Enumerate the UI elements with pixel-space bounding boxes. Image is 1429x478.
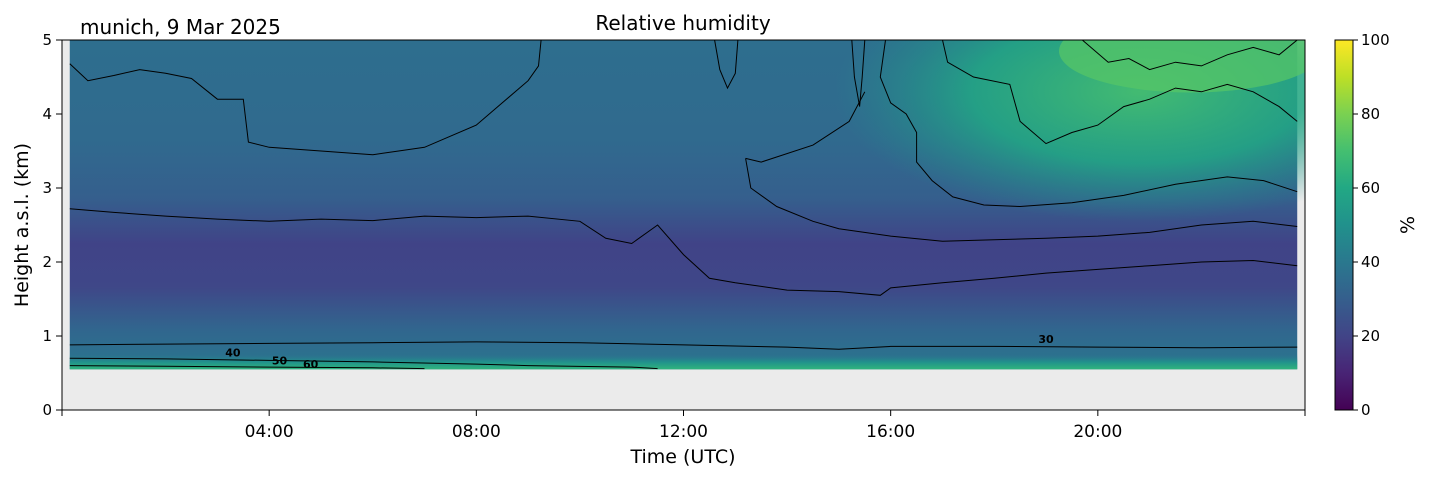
x-tick-label: 20:00 (1073, 422, 1122, 442)
contour-line (879, 40, 1298, 208)
colorbar-tick-label: 40 (1361, 253, 1380, 271)
colorbar-label: % (1397, 216, 1419, 234)
chart-title: Relative humidity (595, 11, 770, 35)
x-axis: 04:00 08:00 12:00 16:00 20:00 (61, 410, 1306, 442)
contour-line (69, 357, 658, 370)
contour-line (745, 91, 866, 163)
contour-line (851, 40, 866, 107)
x-tick-label: 12:00 (659, 422, 708, 442)
colorbar-gradient (1334, 39, 1354, 411)
contour-line (69, 341, 1298, 350)
y-axis: 0 1 2 3 4 5 (42, 31, 62, 419)
contour-line (942, 40, 1298, 145)
colorbar-tick-label: 20 (1361, 327, 1380, 345)
y-tick-label: 0 (42, 401, 52, 419)
contour-line (745, 158, 1298, 242)
contour-line (69, 365, 425, 370)
plot-area: 40 50 60 30 (61, 39, 1306, 411)
x-axis-label: Time (UTC) (629, 446, 735, 468)
colorbar-tick-label: 100 (1361, 31, 1390, 49)
x-tick-label: 08:00 (452, 422, 501, 442)
y-tick-label: 3 (42, 179, 52, 197)
y-tick-label: 5 (42, 31, 52, 49)
colorbar: 0 20 40 60 80 100 % (1334, 31, 1419, 419)
chart-subtitle: munich, 9 Mar 2025 (80, 15, 281, 39)
y-tick-label: 1 (42, 327, 52, 345)
contour-line (69, 40, 542, 156)
y-tick-label: 2 (42, 253, 52, 271)
x-tick-label: 04:00 (245, 422, 294, 442)
humidity-field (69, 40, 1305, 370)
colorbar-ticks: 0 20 40 60 80 100 (1353, 31, 1390, 419)
contour-line (1081, 40, 1298, 71)
contour-label: 60 (303, 358, 319, 371)
x-tick-label: 16:00 (866, 422, 915, 442)
colorbar-tick-label: 60 (1361, 179, 1380, 197)
field-surface-band (69, 354, 1298, 370)
colorbar-tick-label: 0 (1361, 401, 1371, 419)
contour-label: 30 (1038, 333, 1054, 346)
contour-label: 50 (272, 354, 288, 367)
contour-lines (69, 40, 1298, 370)
field-moist-core (1059, 40, 1305, 93)
y-tick-label: 4 (42, 105, 52, 123)
y-axis-label: Height a.s.l. (km) (11, 143, 33, 307)
colorbar-tick-label: 80 (1361, 105, 1380, 123)
contour-label: 40 (225, 346, 241, 359)
contour-line (69, 208, 1298, 296)
contour-line (714, 40, 739, 90)
contour-labels: 40 50 60 30 (225, 333, 1054, 371)
